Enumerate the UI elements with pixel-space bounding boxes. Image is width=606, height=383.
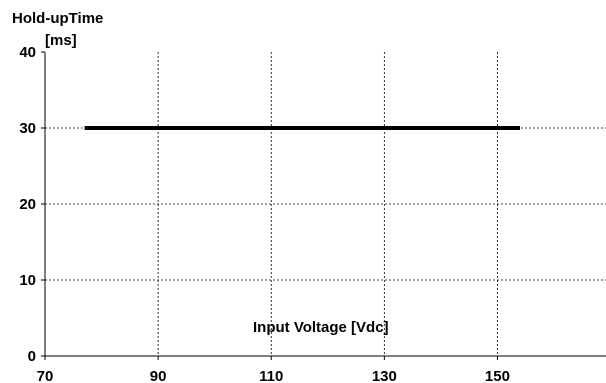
x-tick-label: 130: [372, 368, 397, 383]
y-tick-label: 40: [19, 44, 36, 61]
x-tick-label: 90: [150, 368, 167, 383]
y-tick-label: 30: [19, 120, 36, 137]
y-axis-title-line2: [ms]: [45, 32, 77, 49]
x-tick-label: 150: [485, 368, 510, 383]
x-tick-label: 110: [259, 368, 283, 383]
y-tick-label: 20: [19, 196, 36, 213]
x-tick-label: 70: [37, 368, 54, 383]
tick-labels: 0 10 20 30 40 70 90 110 130 150: [19, 44, 510, 383]
axes: [41, 52, 606, 360]
y-tick-label: 0: [28, 348, 36, 365]
x-axis-title: Input Voltage [Vdc]: [253, 319, 389, 336]
y-axis-title-line1: Hold-upTime: [12, 10, 103, 27]
y-tick-label: 10: [19, 272, 36, 289]
grid-lines: [45, 52, 606, 356]
